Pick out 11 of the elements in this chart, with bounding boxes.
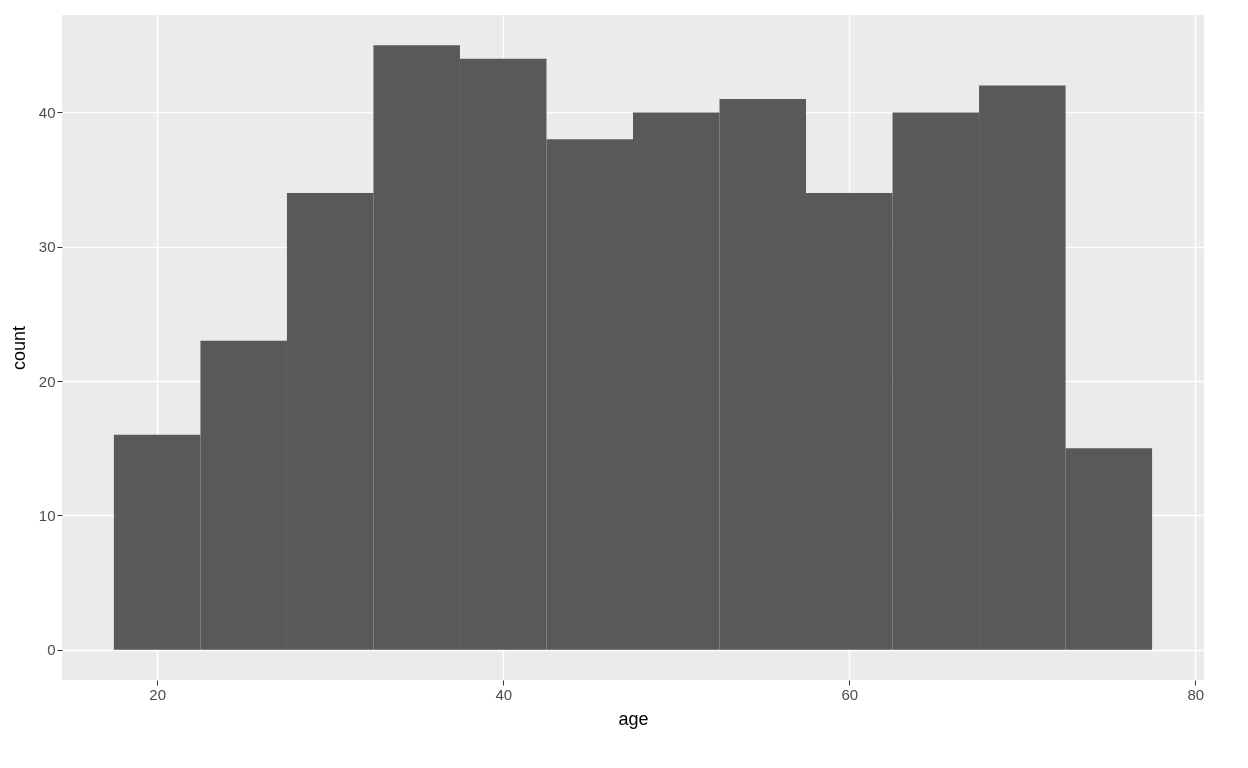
y-axis-title: count xyxy=(8,325,29,371)
x-tick-label: 80 xyxy=(1187,685,1205,703)
y-tick-label: 40 xyxy=(38,103,56,121)
y-tick-label: 0 xyxy=(47,641,56,659)
x-tick-label: 20 xyxy=(149,685,167,703)
y-tick-label: 30 xyxy=(38,238,56,256)
y-tick-label: 10 xyxy=(38,506,56,524)
x-tick-label: 40 xyxy=(495,685,513,703)
x-tick-label: 60 xyxy=(841,685,859,703)
y-tick-label: 20 xyxy=(38,372,56,390)
x-axis-title: age xyxy=(618,708,649,729)
